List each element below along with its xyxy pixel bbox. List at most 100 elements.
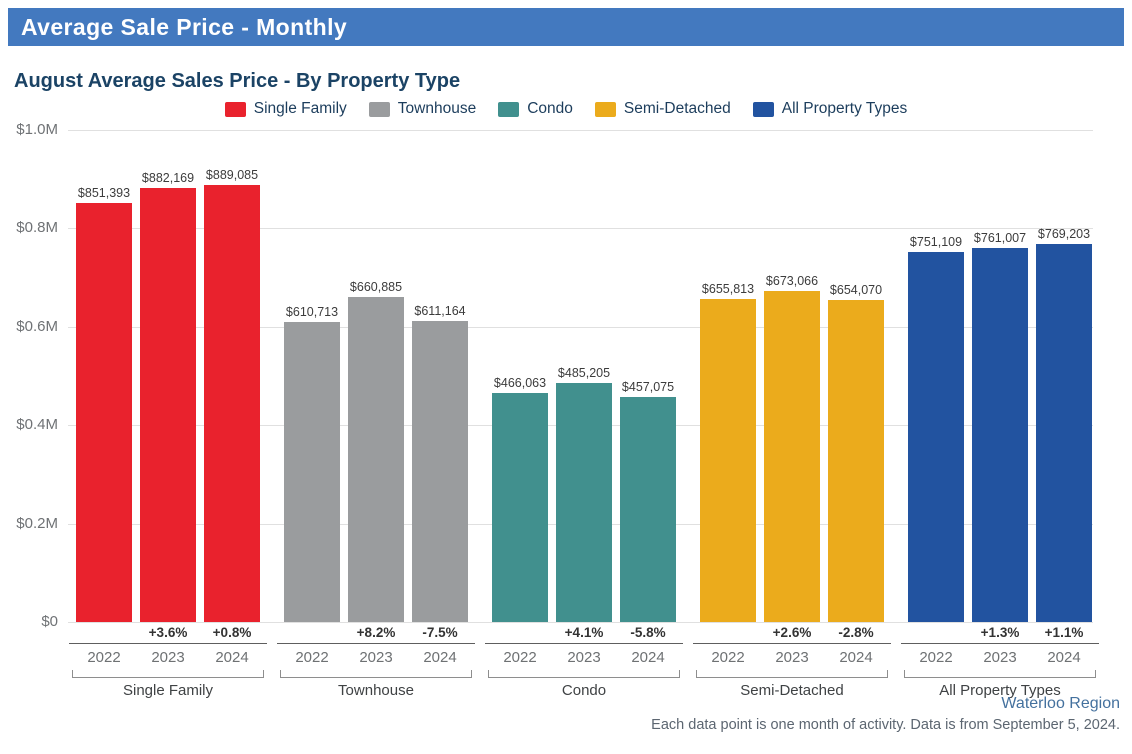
year-labels-row: 2022 2023 2024 [284, 644, 468, 670]
bar-semi-detached-2024[interactable]: $654,070 [828, 283, 884, 622]
pct-change-label [492, 622, 548, 643]
bar-group-single-family: $851,393 $882,169 $889,085 [76, 130, 260, 622]
legend-item-townhouse[interactable]: Townhouse [368, 100, 477, 118]
bar-value-label: $673,066 [765, 273, 819, 288]
bar-all-property-types-2024[interactable]: $769,203 [1036, 227, 1092, 622]
gridline [68, 622, 1093, 623]
bar-condo-2022[interactable]: $466,063 [492, 376, 548, 622]
x-axis-area: +3.6% +0.8% 2022 2023 2024 Single Family +8.2%… [68, 622, 1099, 699]
year-label: 2024 [839, 648, 873, 666]
legend-swatch-icon [498, 101, 520, 117]
legend-label: Townhouse [397, 100, 477, 117]
year-label: 2023 [567, 648, 601, 666]
pct-change-label: +3.6% [148, 625, 188, 640]
bar-condo-2024[interactable]: $457,075 [620, 380, 676, 622]
legend-label: Semi-Detached [623, 100, 731, 117]
year-label: 2024 [423, 648, 457, 666]
year-label: 2023 [775, 648, 809, 666]
bar-semi-detached-2022[interactable]: $655,813 [700, 282, 756, 622]
year-label: 2022 [711, 648, 745, 666]
legend-label: Single Family [253, 100, 347, 117]
y-axis-tick-label: $0.6M [16, 317, 58, 335]
legend-item-all-property-types[interactable]: All Property Types [752, 100, 907, 118]
gridline [68, 228, 1093, 230]
bars-layer: $851,393 $882,169 $889,085 $610,713 $660,885… [68, 130, 1093, 622]
legend-label: Condo [527, 100, 573, 117]
year-labels-row: 2022 2023 2024 [700, 644, 884, 670]
bar-all-property-types-2023[interactable]: $761,007 [972, 231, 1028, 622]
bar-value-label: $611,164 [414, 304, 466, 319]
bar-value-label: $655,813 [701, 282, 755, 297]
chart-legend: Single Family Townhouse Condo Semi-Detached… [0, 100, 1132, 118]
gridline [68, 130, 1093, 131]
chart-footer: Waterloo Region Each data point is one m… [651, 695, 1120, 733]
group-axis-line [485, 643, 683, 644]
bar-group-townhouse: $610,713 $660,885 $611,164 [284, 130, 468, 622]
legend-item-condo[interactable]: Condo [498, 100, 573, 118]
bar-value-label: $660,885 [349, 279, 403, 294]
bar-condo-2023[interactable]: $485,205 [556, 366, 612, 622]
axis-group-semi-detached: +2.6% -2.8% 2022 2023 2024 Semi-Detached [693, 622, 891, 699]
bar-value-label: $882,169 [141, 170, 195, 185]
bar-value-label: $851,393 [77, 186, 131, 201]
bar-semi-detached-2023[interactable]: $673,066 [764, 274, 820, 622]
legend-swatch-icon [224, 101, 246, 117]
group-name-label: Condo [561, 682, 607, 699]
axis-group-townhouse: +8.2% -7.5% 2022 2023 2024 Townhouse [277, 622, 475, 699]
y-axis-tick-label: $0.8M [16, 219, 58, 237]
year-label: 2024 [631, 648, 665, 666]
year-label: 2023 [151, 648, 185, 666]
y-axis-tick-label: $1.0M [16, 121, 58, 138]
legend-swatch-icon [752, 101, 774, 117]
year-labels-row: 2022 2023 2024 [908, 644, 1092, 670]
chart-title: August Average Sales Price - By Property… [14, 70, 461, 92]
group-axis-line [277, 643, 475, 644]
pct-change-label [908, 622, 964, 643]
group-bracket [72, 670, 264, 678]
window-title-bar: Average Sale Price - Monthly [8, 8, 1124, 46]
legend-item-single-family[interactable]: Single Family [224, 100, 347, 118]
bar-single-family-2022[interactable]: $851,393 [76, 186, 132, 622]
axis-group-all-property-types: +1.3% +1.1% 2022 2023 2024 All Property Types [901, 622, 1099, 699]
pct-change-row: +2.6% -2.8% [700, 622, 884, 643]
bar-value-label: $457,075 [621, 380, 675, 395]
year-label: 2024 [1047, 648, 1081, 666]
bar-value-label: $485,205 [557, 366, 611, 381]
axis-group-condo: +4.1% -5.8% 2022 2023 2024 Condo [485, 622, 683, 699]
axis-group-single-family: +3.6% +0.8% 2022 2023 2024 Single Family [69, 622, 267, 699]
year-label: 2022 [295, 648, 329, 666]
data-source-caption: Each data point is one month of activity… [651, 717, 1120, 733]
pct-change-row: +4.1% -5.8% [492, 622, 676, 643]
group-bracket [696, 670, 888, 678]
group-bracket [488, 670, 680, 678]
legend-item-semi-detached[interactable]: Semi-Detached [594, 100, 731, 118]
bar-single-family-2023[interactable]: $882,169 [140, 171, 196, 622]
group-axis-line [901, 643, 1099, 644]
gridline [68, 326, 1093, 328]
year-label: 2022 [503, 648, 537, 666]
region-link[interactable]: Waterloo Region [1001, 695, 1120, 712]
year-label: 2023 [359, 648, 393, 666]
year-label: 2022 [87, 648, 121, 666]
group-bracket [904, 670, 1096, 678]
legend-swatch-icon [368, 101, 390, 117]
bar-value-label: $769,203 [1037, 226, 1091, 241]
bar-value-label: $654,070 [829, 283, 883, 298]
year-label: 2024 [215, 648, 249, 666]
bar-townhouse-2022[interactable]: $610,713 [284, 305, 340, 622]
bar-value-label: $466,063 [493, 375, 547, 390]
y-axis-tick-label: $0 [41, 613, 58, 630]
pct-change-label [284, 622, 340, 643]
window-title: Average Sale Price - Monthly [21, 13, 348, 40]
pct-change-label: +8.2% [356, 625, 396, 640]
bar-all-property-types-2022[interactable]: $751,109 [908, 235, 964, 622]
bar-single-family-2024[interactable]: $889,085 [204, 168, 260, 622]
pct-change-row: +1.3% +1.1% [908, 622, 1092, 643]
pct-change-label [700, 622, 756, 643]
bar-townhouse-2023[interactable]: $660,885 [348, 280, 404, 622]
bar-townhouse-2024[interactable]: $611,164 [412, 304, 468, 622]
group-bracket [280, 670, 472, 678]
group-name-label: Townhouse [338, 682, 414, 699]
pct-change-row: +8.2% -7.5% [284, 622, 468, 643]
